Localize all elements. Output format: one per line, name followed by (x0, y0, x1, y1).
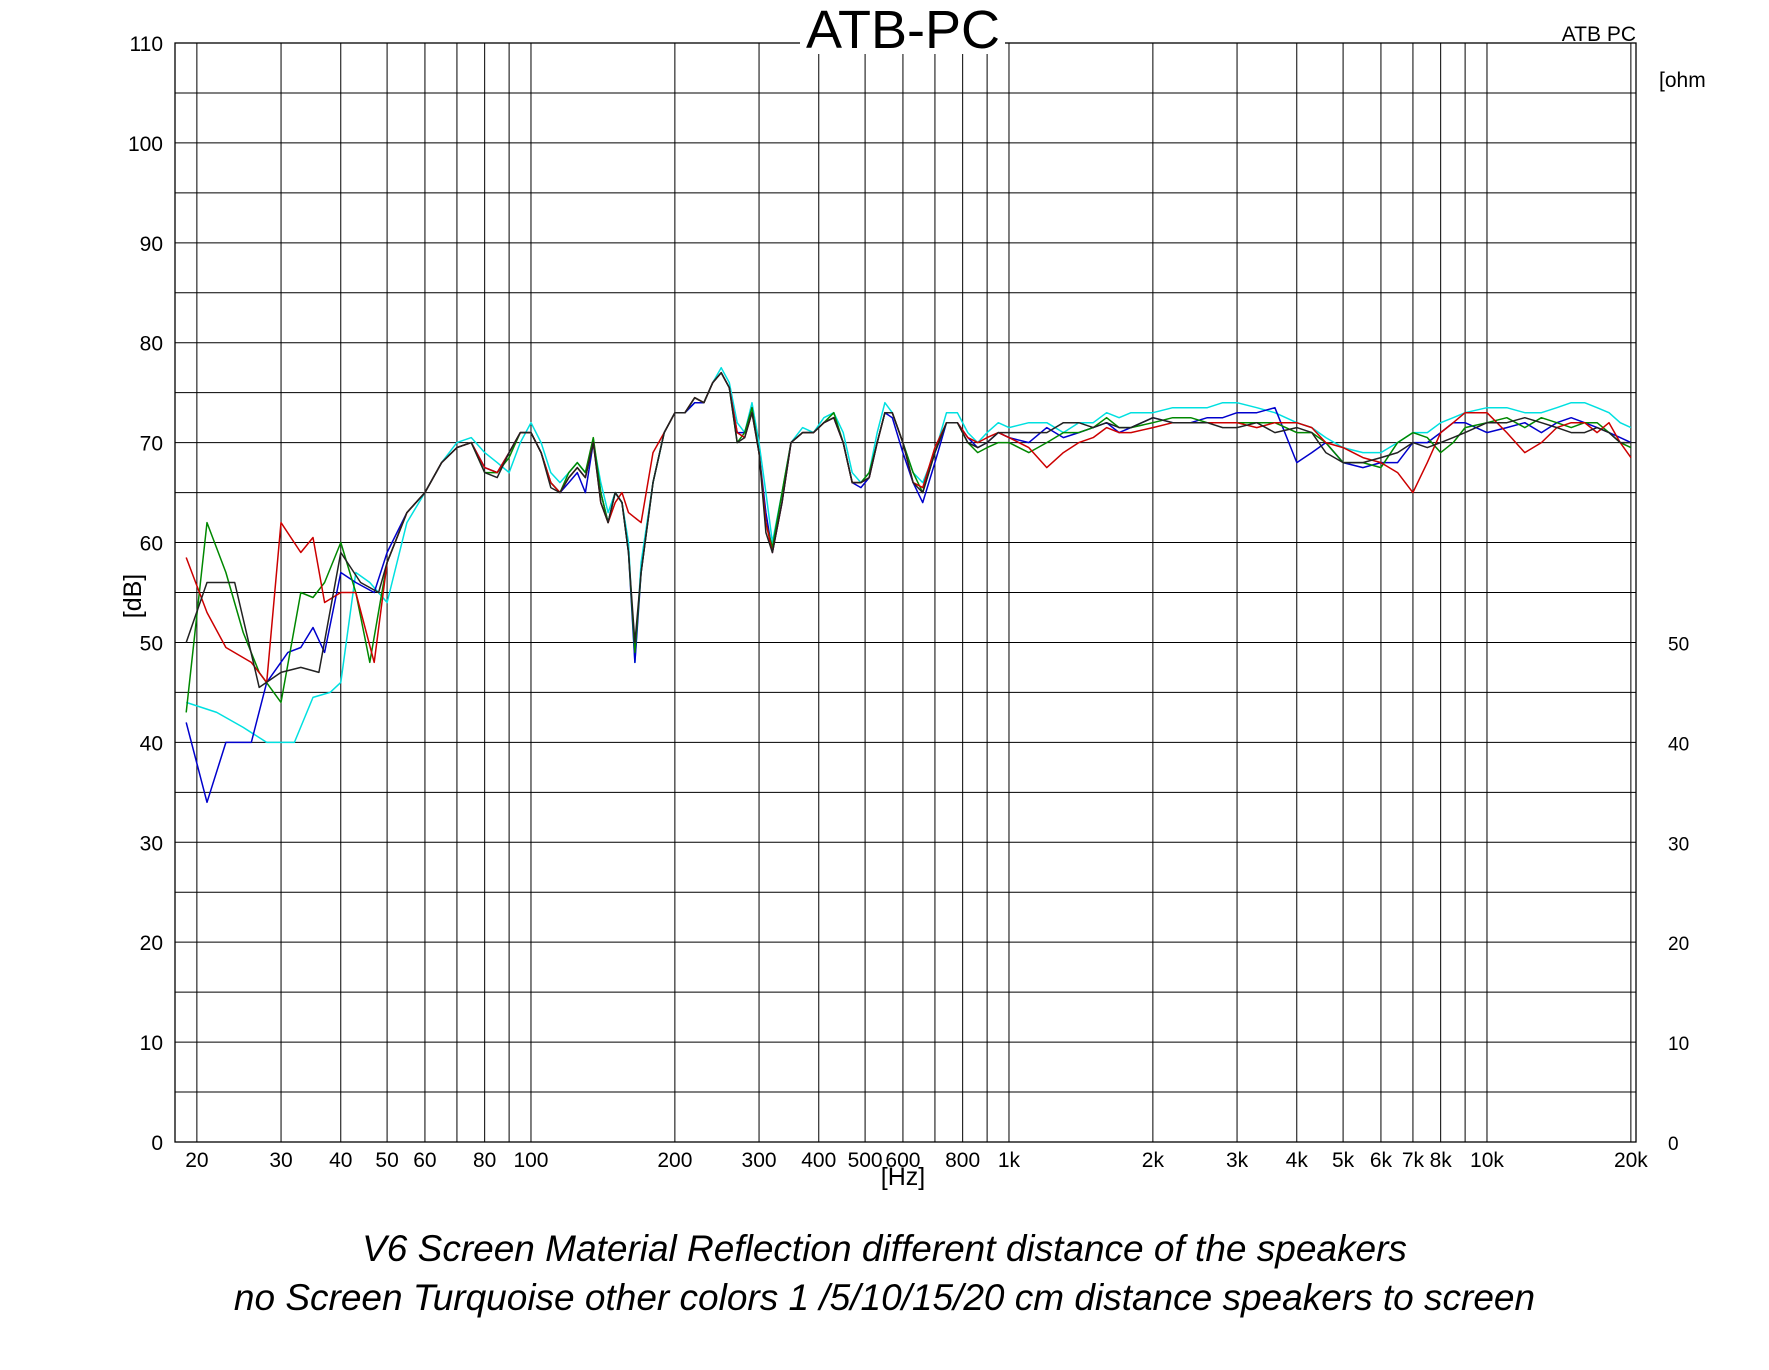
x-tick-label: 1k (998, 1149, 1021, 1172)
y-tick-label: 60 (140, 533, 163, 556)
x-tick-label: 2k (1142, 1149, 1165, 1172)
chart-series (185, 366, 1632, 804)
y2-axis-tick-labels: 0 10 20 30 40 50 (1668, 634, 1689, 1155)
x-tick-label: 600 (885, 1149, 920, 1172)
y2-tick-label: 30 (1668, 834, 1689, 855)
x-tick-label: 60 (413, 1149, 436, 1172)
x-tick-label: 80 (473, 1149, 496, 1172)
y2-tick-label: 20 (1668, 934, 1689, 955)
chart-title-background (800, 12, 1005, 54)
x-tick-label: 40 (329, 1149, 352, 1172)
x-tick-label: 500 (848, 1149, 883, 1172)
chart-grid (174, 42, 1637, 1143)
y2-tick-label: 40 (1668, 734, 1689, 755)
x-tick-label: 30 (269, 1149, 292, 1172)
y-tick-label: 40 (140, 732, 163, 755)
caption-line-2: no Screen Turquoise other colors 1 /5/10… (233, 1277, 1536, 1318)
y-tick-label: 30 (140, 832, 163, 855)
x-tick-label: 20k (1614, 1149, 1648, 1172)
x-tick-label: 4k (1286, 1149, 1309, 1172)
series-line-4 (185, 371, 1632, 684)
chart-title: ATB-PC (806, 0, 1000, 60)
y-tick-label: 100 (128, 133, 163, 156)
y-tick-label: 0 (151, 1132, 163, 1155)
y-tick-label: 80 (140, 333, 163, 356)
y-axis-tick-labels: 0 10 20 30 40 50 60 70 80 90 100 110 (128, 33, 163, 1155)
x-tick-label: 8k (1430, 1149, 1453, 1172)
x-tick-label: 800 (945, 1149, 980, 1172)
top-right-label: ATB PC (1562, 23, 1636, 46)
y-tick-label: 20 (140, 932, 163, 955)
series-line-1 (185, 366, 1632, 744)
x-tick-label: 100 (513, 1149, 548, 1172)
x-tick-label: 10k (1470, 1149, 1504, 1172)
y-tick-label: 10 (140, 1032, 163, 1055)
y-tick-label: 90 (140, 233, 163, 256)
series-line-5 (185, 371, 1631, 689)
x-tick-label: 300 (742, 1149, 777, 1172)
x-tick-label: 6k (1370, 1149, 1393, 1172)
x-axis-tick-labels: 20 30 40 50 60 80 100 200 300 400 500 600 800 1k 2k 3k 4… (185, 1149, 1648, 1172)
caption-line-1: V6 Screen Material Reflection different … (362, 1228, 1407, 1269)
x-tick-label: 20 (185, 1149, 208, 1172)
y-axis-title: [dB] (119, 574, 147, 618)
y2-tick-label: 10 (1668, 1034, 1689, 1055)
x-axis-title: [Hz] (881, 1163, 925, 1191)
x-tick-label: 3k (1226, 1149, 1249, 1172)
series-line-2 (185, 371, 1632, 804)
x-tick-label: 400 (801, 1149, 836, 1172)
x-tick-label: 7k (1402, 1149, 1425, 1172)
y2-tick-label: 0 (1668, 1134, 1679, 1155)
y2-tick-label: 50 (1668, 634, 1689, 655)
y2-axis-title: [ohm (1659, 69, 1706, 92)
y-tick-label: 50 (140, 632, 163, 655)
y-tick-label: 110 (130, 33, 163, 56)
x-tick-label: 200 (657, 1149, 692, 1172)
x-tick-label: 50 (375, 1149, 398, 1172)
x-tick-label: 5k (1332, 1149, 1355, 1172)
y-tick-label: 70 (140, 433, 163, 456)
